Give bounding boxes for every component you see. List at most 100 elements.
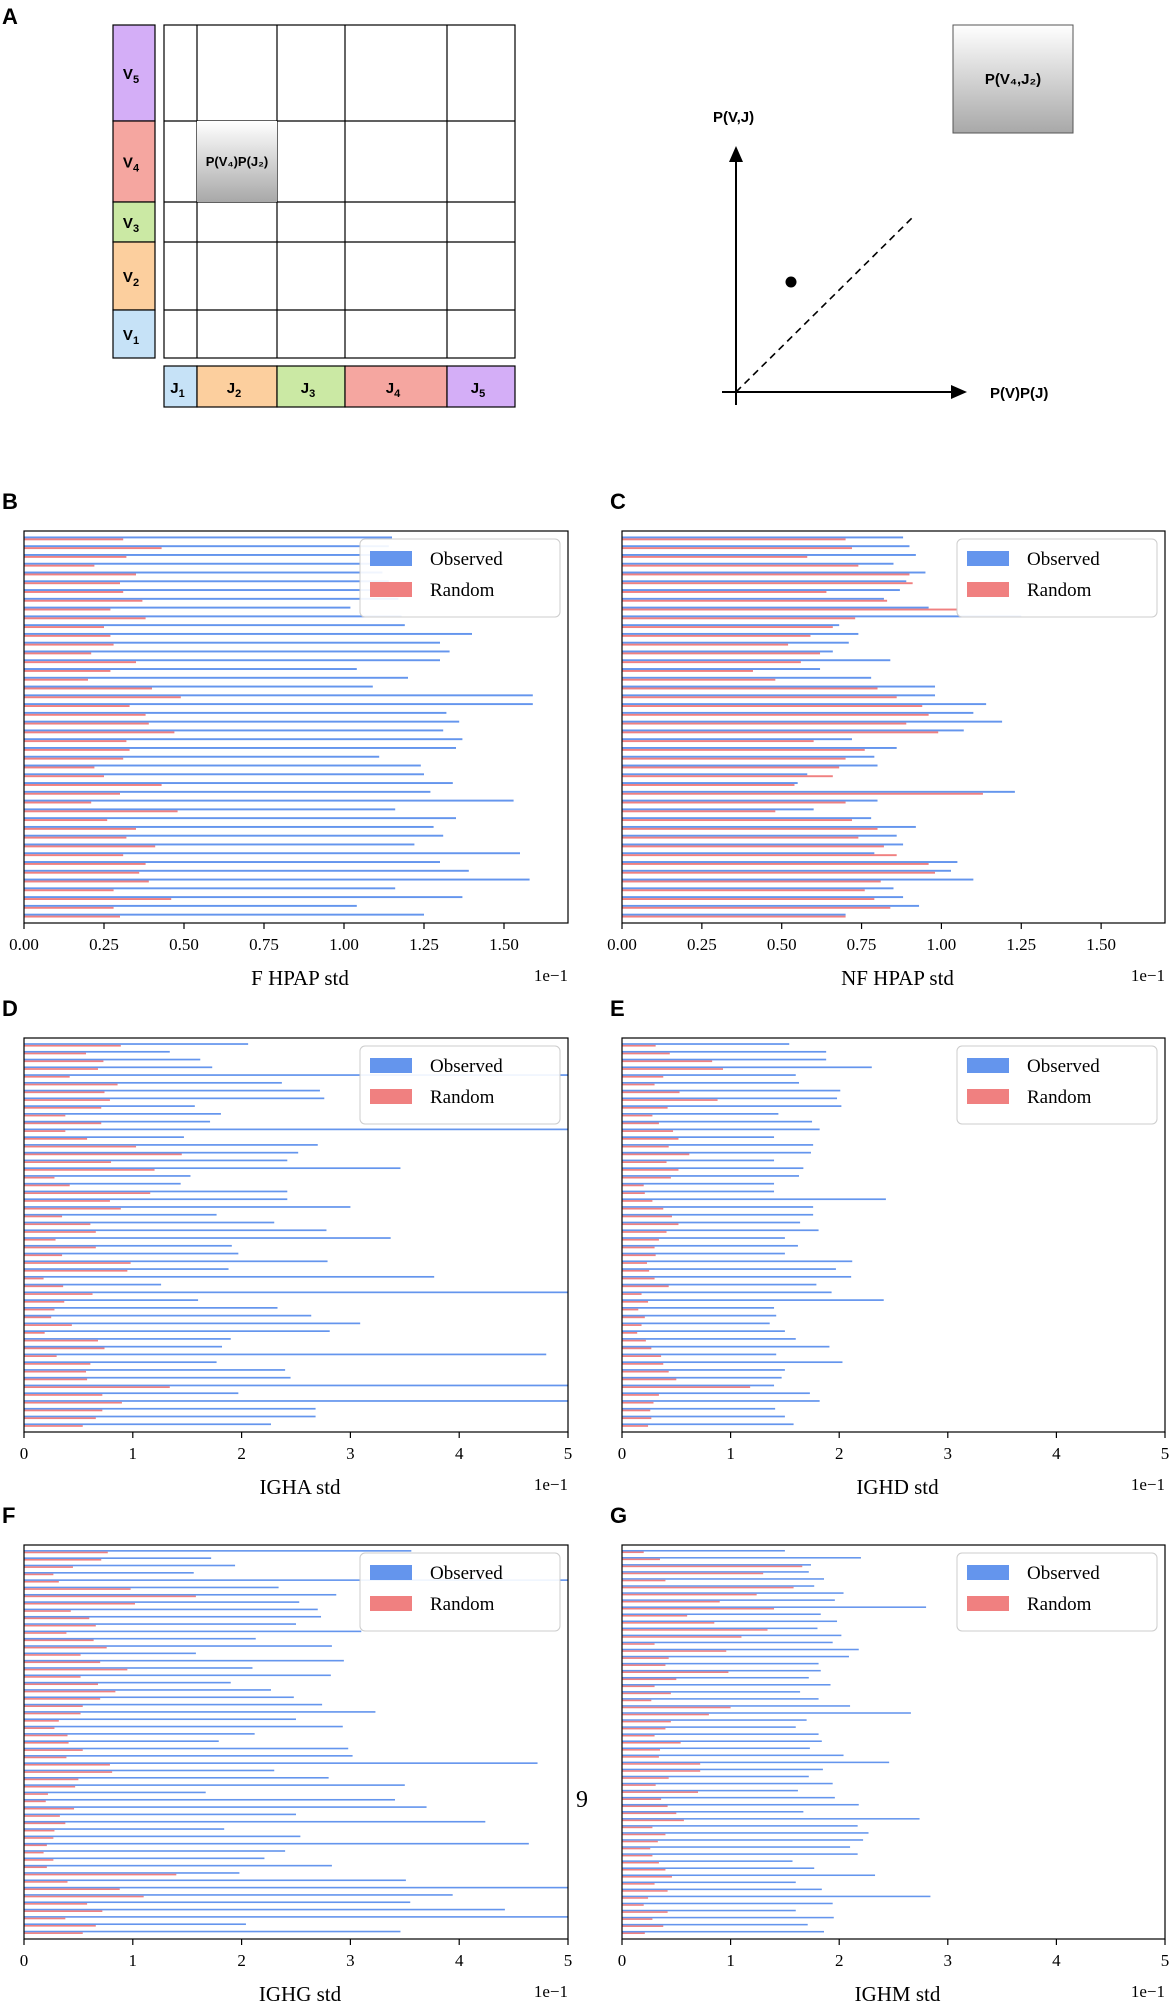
observed-bar [622, 1613, 821, 1616]
legend-label: Observed [430, 1056, 503, 1077]
plot-frame [23, 530, 569, 924]
observed-bar [24, 1221, 275, 1224]
panel-a-label: A [2, 4, 18, 29]
random-bar [24, 1617, 90, 1620]
random-bar [622, 775, 833, 778]
x-tick-label: 0 [618, 1951, 627, 1970]
random-bar [24, 1300, 65, 1303]
observed-bar [622, 1275, 852, 1278]
observed-bar [622, 1206, 814, 1208]
y-axis-arrow [729, 146, 743, 162]
observed-bar [24, 843, 415, 846]
observed-bar [24, 597, 399, 600]
observed-bar [622, 1606, 927, 1608]
x-tick-label: 0.00 [607, 935, 637, 954]
j-box-label: J5 [471, 380, 485, 400]
random-bar [24, 1409, 103, 1412]
observed-bar [622, 1050, 827, 1053]
random-bar [622, 1657, 669, 1659]
observed-bar [24, 1747, 349, 1750]
legend-swatch-random [370, 582, 412, 597]
observed-bar [24, 536, 392, 539]
observed-bar [24, 834, 444, 837]
observed-bar [622, 1782, 833, 1785]
random-bar [622, 1285, 669, 1288]
j-box [163, 365, 198, 408]
observed-bar [24, 1711, 376, 1713]
observed-bar [622, 1299, 884, 1301]
panel-label: E [610, 996, 625, 1021]
random-bar [622, 1200, 653, 1202]
random-bar [622, 819, 852, 822]
random-bar [24, 1044, 121, 1047]
random-bar [622, 1558, 661, 1561]
random-bar [622, 1812, 677, 1815]
random-bar [24, 1822, 66, 1825]
random-bar [622, 1586, 794, 1589]
observed-bar [24, 711, 447, 714]
random-bar [622, 678, 776, 681]
observed-bar [622, 1775, 809, 1778]
j-box-label: J4 [386, 380, 401, 400]
x-tick-label: 1.25 [1006, 935, 1036, 954]
random-bar [24, 1632, 67, 1634]
random-bar [622, 1749, 661, 1751]
observed-bar [24, 1630, 362, 1633]
random-bar [24, 1254, 63, 1257]
y-axis-label: P(V,J) [713, 109, 754, 126]
random-bar [622, 1671, 729, 1673]
observed-bar [622, 676, 872, 679]
observed-bar [622, 790, 1015, 793]
observed-bar [622, 887, 894, 890]
legend-label: Observed [1027, 1056, 1100, 1077]
observed-bar [24, 1097, 325, 1100]
observed-bar [24, 1345, 223, 1348]
random-bar [622, 1207, 664, 1210]
random-bar [622, 862, 929, 865]
observed-bar [24, 1407, 316, 1410]
observed-bar [24, 580, 389, 583]
random-bar [622, 1370, 669, 1373]
random-bar [24, 1837, 54, 1839]
panel-label: B [2, 489, 18, 514]
j-box [446, 365, 516, 408]
observed-bar [622, 1895, 931, 1898]
random-bar [24, 582, 120, 585]
random-bar [622, 634, 811, 637]
observed-bar [622, 1105, 842, 1107]
observed-bar [622, 545, 910, 548]
random-bar [622, 1114, 653, 1117]
random-bar [622, 1890, 668, 1892]
random-bar [24, 1888, 120, 1891]
random-bar [24, 1866, 47, 1869]
random-bar [24, 643, 114, 646]
x-tick-label: 2 [835, 1951, 844, 1970]
x-tick-label: 0.50 [169, 935, 199, 954]
random-bar [622, 1593, 757, 1596]
random-bar [622, 1692, 671, 1695]
observed-bar [24, 1623, 296, 1625]
random-bar [24, 1207, 121, 1210]
random-bar [24, 1829, 55, 1832]
random-bar [24, 1800, 46, 1803]
observed-bar [24, 1637, 256, 1640]
random-bar [24, 1771, 113, 1773]
chart-panel-e: E 0 1 2 3 4 5 IGHD std 1e−1 Observed Random [610, 996, 1169, 1499]
observed-bar [24, 1392, 239, 1395]
random-bar [24, 1161, 112, 1163]
observed-bar [24, 1275, 435, 1278]
random-bar [24, 748, 130, 751]
random-bar [622, 705, 923, 707]
j-marginal-row: J1 J2 J3 J4 J5 [163, 365, 516, 408]
random-bar [24, 1610, 71, 1612]
observed-bar [622, 1338, 796, 1340]
random-bar [622, 1246, 655, 1249]
random-bar [24, 1624, 96, 1627]
random-bar [622, 555, 808, 558]
observed-bar [622, 869, 951, 872]
x-tick-label: 1 [726, 1951, 735, 1970]
observed-bar [622, 1182, 775, 1185]
observed-bar [622, 720, 1003, 723]
observed-bar [24, 1828, 225, 1830]
